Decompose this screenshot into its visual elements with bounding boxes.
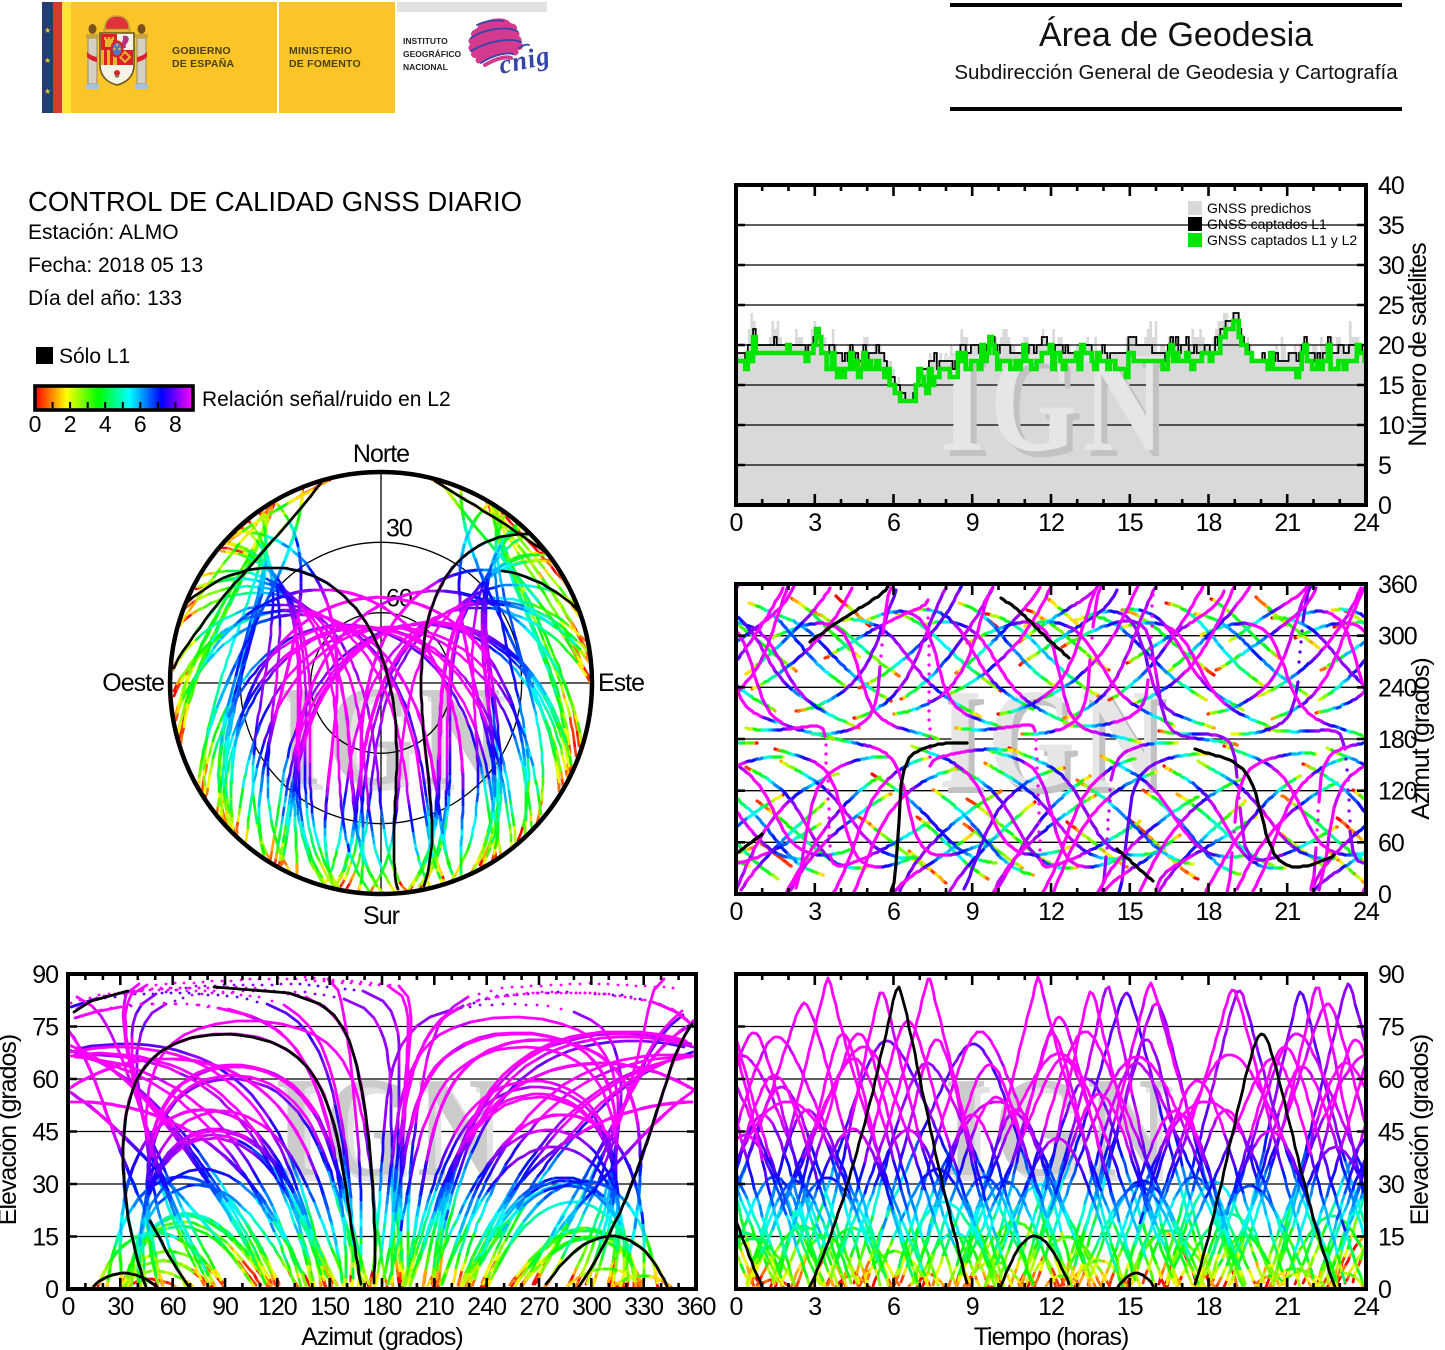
svg-text:3: 3 [808, 898, 821, 926]
svg-text:210: 210 [415, 1293, 454, 1321]
svg-text:60: 60 [32, 1066, 58, 1094]
svg-text:12: 12 [1038, 898, 1064, 926]
svg-text:240: 240 [467, 1293, 506, 1321]
svg-text:90: 90 [32, 961, 58, 989]
svg-text:240: 240 [1378, 674, 1417, 702]
svg-text:6: 6 [134, 411, 147, 437]
svg-text:Azimut (grados): Azimut (grados) [301, 1323, 462, 1350]
svg-text:9: 9 [966, 898, 979, 926]
svg-text:Tiempo (horas): Tiempo (horas) [974, 1323, 1129, 1350]
svg-text:25: 25 [1378, 292, 1404, 320]
svg-text:8: 8 [169, 411, 182, 437]
svg-text:9: 9 [966, 1293, 979, 1321]
svg-text:270: 270 [520, 1293, 559, 1321]
svg-text:18: 18 [1196, 898, 1222, 926]
svg-text:0: 0 [1378, 492, 1391, 520]
svg-text:45: 45 [32, 1119, 58, 1147]
svg-text:10: 10 [1378, 412, 1404, 440]
svg-text:Oeste: Oeste [102, 669, 164, 697]
svg-text:60: 60 [160, 1293, 186, 1321]
svg-text:Norte: Norte [353, 440, 409, 468]
svg-text:180: 180 [1378, 726, 1417, 754]
svg-text:15: 15 [1117, 898, 1143, 926]
svg-text:12: 12 [1038, 1293, 1064, 1321]
svg-text:6: 6 [887, 898, 900, 926]
svg-text:15: 15 [1378, 372, 1404, 400]
svg-text:0: 0 [29, 411, 41, 437]
svg-text:90: 90 [1378, 961, 1404, 989]
svg-text:GNSS predichos: GNSS predichos [1207, 200, 1311, 216]
svg-text:Elevación (grados): Elevación (grados) [1406, 1035, 1434, 1225]
svg-text:15: 15 [1117, 1293, 1143, 1321]
svg-text:3: 3 [808, 509, 821, 537]
svg-text:35: 35 [1378, 212, 1404, 240]
svg-text:30: 30 [386, 514, 412, 542]
svg-text:15: 15 [1117, 509, 1143, 537]
svg-text:0: 0 [730, 1293, 743, 1321]
svg-text:90: 90 [212, 1293, 238, 1321]
svg-text:2: 2 [64, 411, 77, 437]
svg-text:Este: Este [598, 669, 644, 697]
svg-text:0: 0 [730, 898, 743, 926]
svg-text:3: 3 [808, 1293, 821, 1321]
svg-text:6: 6 [887, 509, 900, 537]
svg-text:4: 4 [99, 411, 112, 437]
svg-text:30: 30 [1378, 1171, 1404, 1199]
svg-text:9: 9 [966, 509, 979, 537]
svg-text:24: 24 [1353, 1293, 1380, 1321]
svg-text:0: 0 [45, 1276, 58, 1304]
svg-text:60: 60 [1378, 829, 1404, 857]
svg-text:30: 30 [32, 1171, 58, 1199]
svg-text:60: 60 [1378, 1066, 1404, 1094]
svg-text:20: 20 [1378, 332, 1404, 360]
svg-text:18: 18 [1196, 509, 1222, 537]
svg-text:120: 120 [1378, 778, 1417, 806]
svg-text:21: 21 [1274, 898, 1300, 926]
svg-text:300: 300 [572, 1293, 611, 1321]
svg-text:0: 0 [1378, 1276, 1391, 1304]
svg-text:0: 0 [730, 509, 743, 537]
svg-text:Sur: Sur [363, 902, 400, 930]
svg-text:75: 75 [1378, 1014, 1404, 1042]
svg-text:15: 15 [1378, 1224, 1404, 1252]
svg-text:21: 21 [1274, 509, 1300, 537]
svg-text:5: 5 [1378, 452, 1391, 480]
svg-text:Azimut (grados): Azimut (grados) [1407, 658, 1435, 819]
svg-text:12: 12 [1038, 509, 1064, 537]
svg-text:150: 150 [310, 1293, 349, 1321]
svg-text:45: 45 [1378, 1119, 1404, 1147]
svg-text:120: 120 [258, 1293, 297, 1321]
svg-text:330: 330 [624, 1293, 663, 1321]
svg-text:360: 360 [677, 1293, 716, 1321]
svg-text:30: 30 [1378, 252, 1404, 280]
svg-text:18: 18 [1196, 1293, 1222, 1321]
svg-text:0: 0 [1378, 881, 1391, 909]
svg-text:6: 6 [887, 1293, 900, 1321]
svg-text:15: 15 [32, 1224, 58, 1252]
svg-text:300: 300 [1378, 623, 1417, 651]
svg-text:30: 30 [107, 1293, 133, 1321]
svg-text:Número de satélites: Número de satélites [1404, 243, 1432, 447]
svg-text:40: 40 [1378, 172, 1404, 200]
svg-text:21: 21 [1274, 1293, 1300, 1321]
svg-text:180: 180 [363, 1293, 402, 1321]
svg-text:GNSS captados L1 y L2: GNSS captados L1 y L2 [1207, 232, 1357, 248]
svg-text:24: 24 [1353, 509, 1380, 537]
svg-text:Elevación (grados): Elevación (grados) [0, 1035, 22, 1225]
svg-text:75: 75 [32, 1014, 58, 1042]
svg-text:24: 24 [1353, 898, 1380, 926]
svg-text:GNSS captados L1: GNSS captados L1 [1207, 216, 1327, 232]
svg-text:0: 0 [62, 1293, 75, 1321]
svg-text:360: 360 [1378, 571, 1417, 599]
